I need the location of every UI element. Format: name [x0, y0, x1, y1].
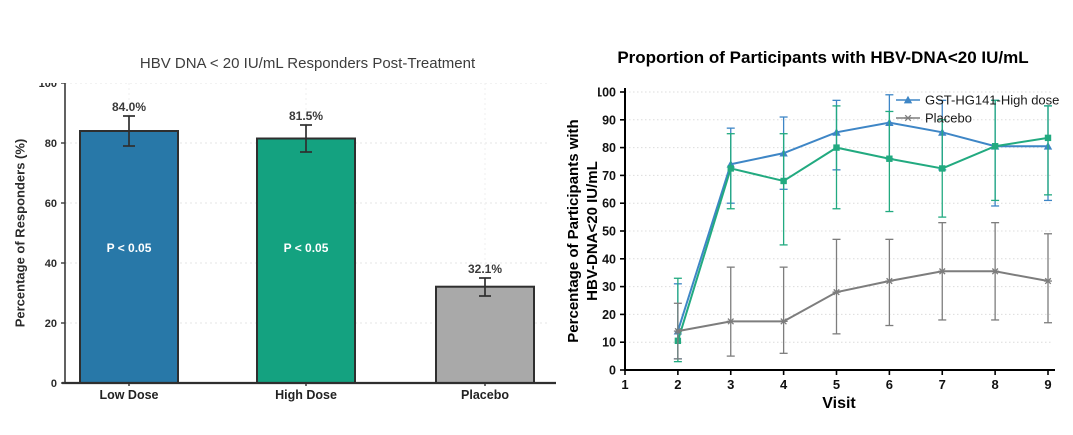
marker-triangle-icon — [903, 95, 913, 104]
bar-chart-plot: 84.0% P < 0.05 81.5% P < 0.05 32.1% 0 20 40 60 80… — [39, 83, 556, 402]
marker-star-icon — [726, 318, 735, 325]
x-tick-label: 1 — [621, 377, 628, 392]
error-bar — [832, 238, 841, 335]
y-tick-label: 70 — [602, 169, 616, 183]
legend-entry-gst-hg141-high-dose: GST-HG141-High dose — [896, 93, 1059, 108]
significance-label: P < 0.05 — [284, 241, 329, 255]
legend: GST-HG141-High dose Placebo — [896, 93, 1059, 126]
marker-square-icon — [886, 155, 893, 162]
x-tick-label: 3 — [727, 377, 734, 392]
series-line — [676, 136, 1049, 342]
error-bar — [123, 115, 135, 147]
marker-star-icon — [779, 318, 788, 325]
x-tick-label: 4 — [780, 377, 788, 392]
y-tick-label: 0 — [51, 378, 57, 390]
x-tick-label: 7 — [939, 377, 946, 392]
marker-star-icon — [1044, 277, 1052, 285]
error-bar — [300, 124, 312, 153]
x-tick-label: 5 — [833, 377, 840, 392]
bar-value-label: 81.5% — [289, 109, 323, 123]
series-line — [676, 121, 1048, 332]
marker-star-icon — [991, 268, 1000, 275]
bar-chart-figure: HBV DNA < 20 IU/mL Responders Post-Treat… — [0, 55, 560, 430]
marker-star-icon — [904, 114, 912, 122]
error-bar — [779, 266, 788, 354]
x-tick-label: 2 — [674, 377, 681, 392]
y-tick-label: 20 — [45, 318, 57, 330]
marker-star-icon — [885, 277, 894, 285]
y-tick-label: 50 — [602, 225, 616, 239]
error-bar — [779, 133, 788, 246]
legend-label: Placebo — [925, 111, 972, 126]
x-tick-label: 6 — [886, 377, 893, 392]
bar-value-label: 32.1% — [468, 262, 502, 276]
error-bar — [991, 99, 1000, 202]
y-tick-label: 10 — [602, 336, 616, 350]
bar-low-dose — [79, 130, 179, 384]
bar-chart-title: HBV DNA < 20 IU/mL Responders Post-Treat… — [139, 55, 476, 72]
line-chart-title: Proportion of Participants with HBV-DNA<… — [617, 48, 1029, 67]
x-axis-label: Visit — [822, 395, 856, 412]
line-chart-y-axis-label: Percentage of Participants with HBV-DNA<… — [564, 119, 602, 342]
x-tick-label: Low Dose — [99, 388, 158, 402]
marker-square-icon — [939, 165, 946, 172]
bar-plot-area: 84.0% P < 0.05 81.5% P < 0.05 32.1% 0 20 40 60 80… — [39, 83, 556, 402]
error-bar — [885, 238, 894, 327]
y-tick-label: 100 — [598, 86, 616, 100]
legend-entry-placebo: Placebo — [896, 111, 972, 126]
error-bar — [1044, 105, 1052, 196]
error-bar — [479, 277, 491, 297]
series-line — [677, 270, 1049, 333]
line-plot-area: 0 10 20 30 40 50 60 70 80 90 100 1 2 3 4 5 6 7 8 9 Visit GST-… — [598, 86, 1059, 413]
y-tick-label: 30 — [602, 280, 616, 294]
error-bar — [832, 105, 841, 210]
marker-square-icon — [1044, 134, 1052, 142]
marker-square-icon — [833, 144, 840, 151]
marker-square-icon — [991, 143, 999, 150]
marker-star-icon — [832, 288, 841, 296]
y-tick-label: 0 — [609, 364, 616, 378]
y-tick-label: 80 — [45, 138, 57, 150]
line-chart-figure: Proportion of Participants with HBV-DNA<… — [558, 48, 1073, 435]
x-tick-label: 9 — [1044, 377, 1051, 392]
series-placebo — [673, 222, 1052, 360]
y-tick-label: 40 — [602, 252, 616, 266]
y-tick-label: 60 — [602, 197, 616, 211]
y-tick-label: 60 — [45, 198, 57, 210]
line-chart-y-axis-label-line1: Percentage of Participants with — [565, 119, 582, 343]
error-bar — [726, 266, 735, 357]
bar-value-label: 84.0% — [112, 100, 146, 114]
marker-square-icon — [727, 165, 734, 172]
y-tick-label: 20 — [602, 308, 616, 322]
x-tick-label: Placebo — [461, 388, 509, 402]
error-bar — [1044, 233, 1052, 324]
x-tick-label: High Dose — [275, 388, 337, 402]
y-tick-label: 40 — [45, 258, 57, 270]
y-tick-label: 90 — [602, 113, 616, 127]
significance-label: P < 0.05 — [107, 241, 152, 255]
marker-star-icon — [673, 327, 682, 335]
y-tick-label: 100 — [39, 83, 57, 90]
line-chart-plot: 0 10 20 30 40 50 60 70 80 90 100 1 2 3 4 5 6 7 8 9 Visit GST-… — [598, 86, 1059, 413]
marker-square-icon — [780, 177, 787, 185]
bar-placebo — [435, 285, 535, 384]
bar-high-dose — [256, 137, 356, 384]
y-tick-label: 80 — [602, 141, 616, 155]
marker-star-icon — [938, 268, 947, 275]
x-tick-label: 8 — [992, 377, 999, 392]
legend-label: GST-HG141-High dose — [925, 93, 1059, 108]
